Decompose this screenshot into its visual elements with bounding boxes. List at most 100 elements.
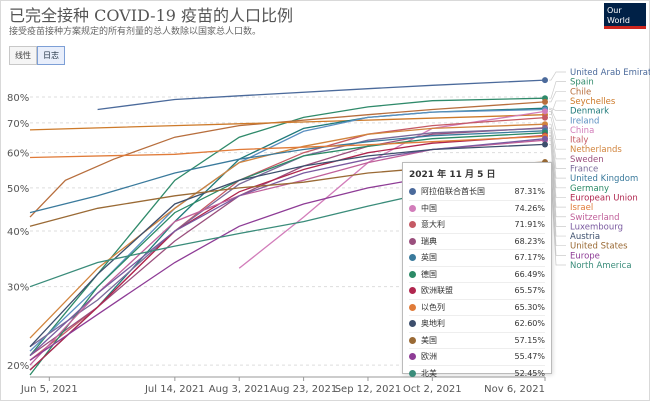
legend-label[interactable]: Seychelles	[570, 97, 616, 107]
y-tick-label: 80%	[7, 93, 29, 104]
tooltip-series-name: 北美	[421, 368, 437, 378]
tooltip-series-name: 英国	[421, 253, 437, 263]
series-line[interactable]	[29, 114, 546, 131]
tooltip-series-name: 德国	[421, 269, 437, 279]
tooltip-row: 以色列 65.30%	[409, 298, 545, 316]
x-tick-label: Aug 23, 2021	[270, 384, 337, 395]
legend-connector	[549, 130, 566, 179]
legend-label[interactable]: Spain	[570, 78, 594, 88]
series-end-point	[542, 114, 548, 121]
legend-label[interactable]: Germany	[570, 184, 609, 194]
series-color-dot	[409, 287, 416, 295]
legend-label[interactable]: United Arab Emirates	[570, 68, 650, 78]
chart-subtitle: 接受疫苗接种方案规定的所有剂量的总人数除以国家总人口数。	[9, 27, 262, 37]
series-line[interactable]	[97, 79, 546, 111]
series-line[interactable]	[29, 134, 546, 371]
tooltip-series-value: 55.47%	[514, 352, 545, 362]
tooltip-series-name: 奥地利	[421, 319, 445, 329]
log-scale-button[interactable]: 日志	[37, 46, 65, 65]
legend-connector	[549, 107, 566, 111]
legend-connector	[549, 90, 566, 103]
x-tick-label: Oct 2, 2021	[403, 384, 462, 395]
tooltip-series-name: 欧洲联盟	[421, 286, 453, 296]
series-color-dot	[409, 237, 416, 245]
owid-logo[interactable]: Our World in Data	[604, 3, 646, 35]
tooltip-series-value: 66.49%	[514, 269, 545, 279]
series-line[interactable]	[29, 127, 546, 348]
legend-label[interactable]: European Union	[570, 193, 638, 203]
legend-label[interactable]: Netherlands	[570, 145, 622, 155]
legend-connector	[549, 144, 566, 237]
legend-label[interactable]: France	[570, 165, 598, 175]
hover-tooltip: 2021 年 11 月 5 日 阿拉伯联合酋长国 87.31% 中国 74.26% 意大…	[402, 162, 552, 378]
tooltip-series-value: 71.91%	[514, 220, 545, 230]
tooltip-series-name: 瑞典	[421, 236, 437, 246]
series-line[interactable]	[29, 130, 546, 214]
tooltip-row: 北美 52.45%	[409, 364, 545, 382]
series-color-dot	[409, 221, 416, 229]
legend-label[interactable]: Denmark	[570, 107, 609, 117]
legend-label[interactable]: Luxembourg	[570, 222, 623, 232]
x-tick-label: Nov 6, 2021	[484, 384, 545, 395]
series-color-dot	[409, 320, 416, 328]
tooltip-rows: 阿拉伯联合酋长国 87.31% 中国 74.26% 意大利 71.91% 瑞典 68.23% 英…	[409, 183, 545, 381]
legend-connector	[549, 111, 566, 131]
logo-line-1: Our World	[607, 6, 630, 25]
tooltip-series-name: 以色列	[421, 302, 445, 312]
y-axis-ticks: 20% 30% 40% 50% 60% 70% 80%	[7, 93, 29, 372]
legend-connector	[549, 123, 566, 150]
legend-label[interactable]: Italy	[570, 136, 588, 146]
series-line[interactable]	[29, 143, 546, 348]
x-tick-label: Jun 5, 2021	[20, 384, 78, 395]
legend-label[interactable]: Ireland	[570, 116, 599, 126]
tooltip-row: 意大利 71.91%	[409, 216, 545, 233]
legend-connector	[549, 128, 566, 169]
series-color-dot	[409, 270, 416, 278]
legend-connector	[549, 100, 566, 116]
series-line[interactable]	[29, 132, 546, 376]
tooltip-series-name: 意大利	[421, 220, 445, 230]
tooltip-series-value: 57.15%	[514, 335, 545, 345]
tooltip-series-value: 65.30%	[514, 302, 545, 312]
series-end-point	[542, 98, 548, 105]
series-color-dot	[409, 369, 416, 377]
legend-connector	[549, 117, 566, 140]
legend-label[interactable]: United Kingdom	[570, 174, 638, 184]
y-tick-label: 60%	[7, 149, 29, 160]
legend-label[interactable]: Austria	[570, 232, 600, 242]
y-tick-label: 30%	[7, 283, 29, 294]
legend-label[interactable]: Switzerland	[570, 213, 620, 223]
tooltip-series-value: 65.57%	[514, 286, 545, 296]
legend-label[interactable]: Europe	[570, 251, 600, 261]
series-line[interactable]	[29, 101, 546, 218]
series-color-dot	[409, 204, 416, 212]
x-axis-ticks: Jun 5, 2021 Jul 14, 2021 Aug 3, 2021 Aug 23…	[20, 376, 546, 395]
logo-accent-bar	[604, 26, 646, 29]
y-tick-label: 40%	[7, 227, 29, 238]
tooltip-row: 中国 74.26%	[409, 199, 545, 217]
chart-title: 已完全接种 COVID-19 疫苗的人口比例	[9, 6, 294, 25]
legend-label[interactable]: Chile	[570, 87, 591, 97]
legend-label[interactable]: Israel	[570, 203, 593, 213]
series-color-dot	[409, 353, 416, 361]
legend-label[interactable]: North America	[570, 261, 632, 271]
tooltip-series-name: 中国	[421, 203, 437, 213]
tooltip-row: 英国 67.17%	[409, 249, 545, 266]
legend-label[interactable]: China	[570, 126, 594, 136]
legend-connector	[549, 138, 566, 227]
tooltip-series-value: 62.60%	[514, 319, 545, 329]
tooltip-series-value: 68.23%	[514, 236, 545, 246]
legend-label[interactable]: United States	[570, 242, 628, 252]
tooltip-row: 奥地利 62.60%	[409, 315, 545, 332]
x-tick-label: Aug 3, 2021	[209, 384, 270, 395]
series-color-dot	[409, 336, 416, 344]
scale-toggle: 线性 日志	[9, 46, 65, 65]
legend-label[interactable]: Sweden	[570, 155, 604, 165]
y-tick-label: 50%	[7, 184, 29, 195]
tooltip-series-name: 阿拉伯联合酋长国	[421, 187, 485, 197]
series-color-dot	[409, 254, 416, 262]
series-line[interactable]	[29, 135, 546, 159]
series-end-point	[542, 141, 548, 148]
logo-line-2: in Data	[607, 26, 636, 35]
linear-scale-button[interactable]: 线性	[9, 46, 37, 65]
